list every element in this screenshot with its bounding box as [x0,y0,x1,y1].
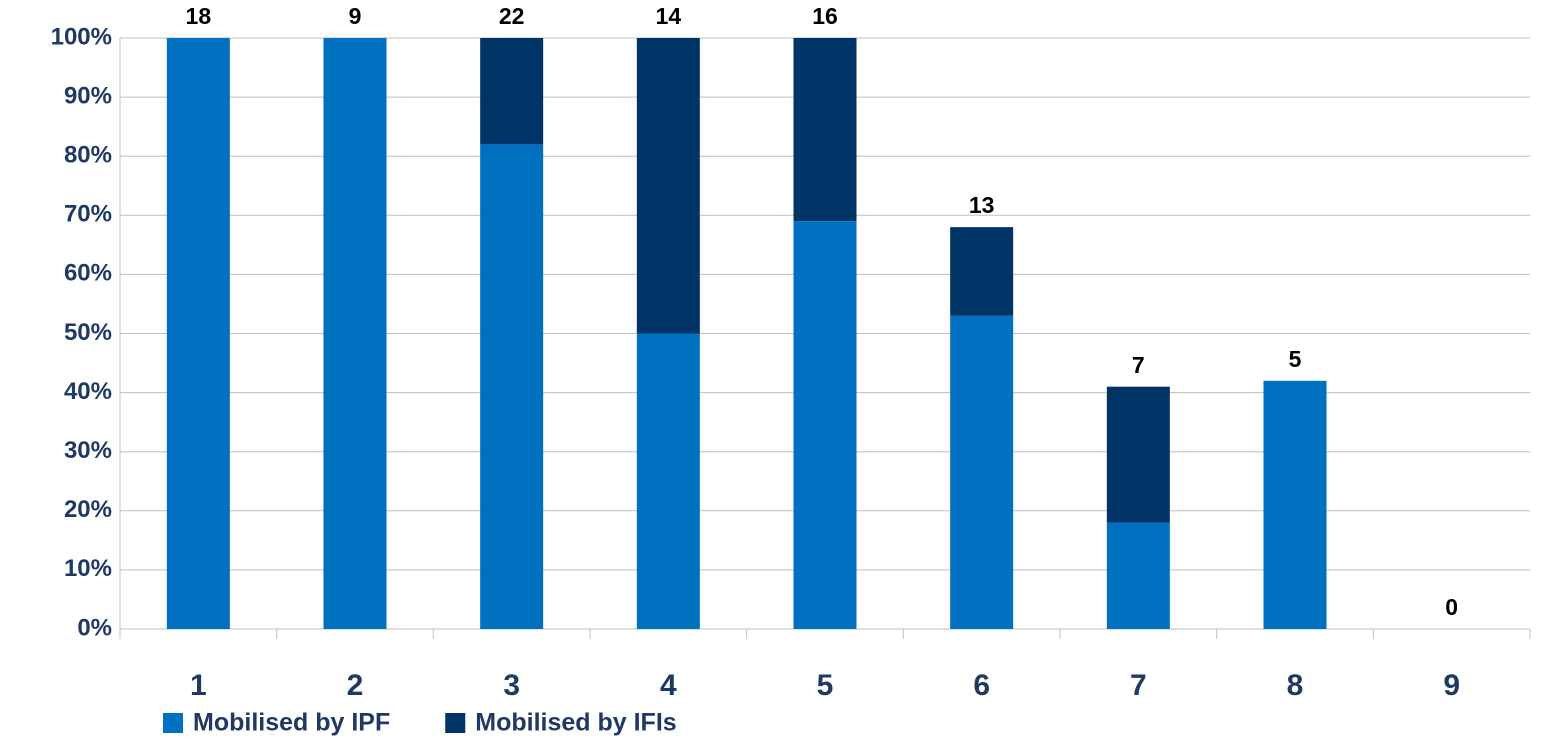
bar-label: 16 [812,3,838,29]
bar-segment [480,144,544,629]
y-tick-label: 70% [64,201,112,228]
x-tick-label: 2 [347,669,364,702]
bar-segment [636,333,700,629]
y-tick-label: 80% [64,142,112,169]
x-tick-label: 3 [503,669,520,702]
bar-label: 7 [1132,352,1145,378]
x-tick-label: 9 [1443,669,1460,702]
x-tick-label: 5 [817,669,834,702]
y-tick-label: 30% [64,437,112,464]
y-tick-label: 90% [64,82,112,109]
bar-segment [1106,522,1170,629]
x-tick-label: 7 [1130,669,1147,702]
y-tick-label: 10% [64,555,112,582]
legend-swatch [445,713,466,733]
bar-segment [166,38,230,629]
bar-segment [950,315,1014,629]
bar-label: 0 [1445,594,1458,620]
bar-label: 14 [656,3,682,29]
y-tick-label: 100% [51,23,112,50]
x-tick-label: 1 [190,669,207,702]
x-tick-label: 6 [973,669,990,702]
bar-segment [1106,386,1170,523]
y-tick-label: 50% [64,319,112,346]
bar-segment [1263,380,1327,629]
y-tick-label: 60% [64,260,112,287]
y-tick-label: 40% [64,378,112,405]
bar-label: 18 [186,3,212,29]
bar-label: 5 [1289,346,1302,372]
bar-segment [793,38,857,222]
bar-segment [793,221,857,629]
y-tick-label: 20% [64,496,112,523]
legend-label: Mobilised by IPF [193,709,390,737]
bar-label: 9 [349,3,362,29]
bar-label: 22 [499,3,525,29]
bar-segment [950,227,1014,316]
legend-swatch [163,713,183,733]
y-tick-label: 0% [77,614,112,641]
bar-label: 13 [969,192,995,218]
legend-label: Mobilised by IFIs [475,709,676,737]
x-tick-label: 4 [660,669,677,702]
bar-segment [636,38,700,334]
x-tick-label: 8 [1287,669,1304,702]
bar-segment [480,38,544,145]
bar-segment [323,38,387,629]
